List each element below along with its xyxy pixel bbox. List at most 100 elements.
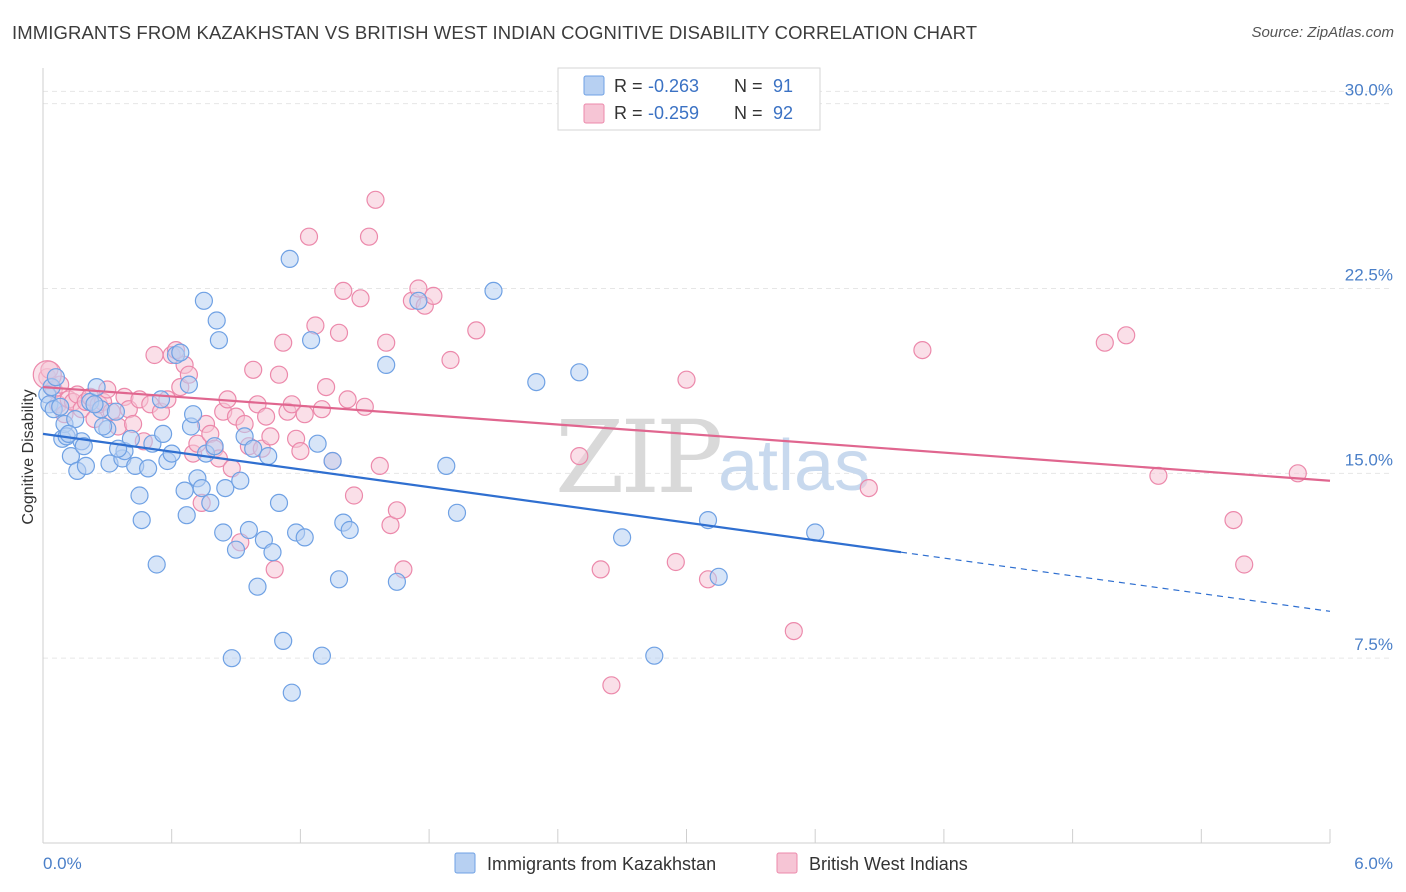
legend-n-label-blue: N =	[734, 76, 763, 96]
british-west-indians-point	[145, 345, 164, 365]
trend-line-kazakhstan-projection	[900, 551, 1331, 612]
kazakhstan-point	[248, 577, 267, 596]
kazakhstan-point	[231, 471, 250, 490]
kazakhstan-point	[175, 481, 194, 500]
british-west-indians-point	[441, 350, 460, 370]
british-west-indians-point	[355, 397, 374, 416]
british-west-indians-point	[269, 365, 289, 384]
kazakhstan-point	[329, 570, 349, 589]
series-legend: Immigrants from Kazakhstan British West …	[454, 852, 968, 874]
kazakhstan-point	[323, 451, 342, 471]
kazakhstan-point	[645, 646, 664, 665]
source-credit: Source: ZipAtlas.com	[1251, 24, 1394, 41]
kazakhstan-point	[207, 311, 226, 330]
legend-n-value-blue: 91	[773, 76, 793, 96]
x-axis-ticks	[42, 829, 1331, 843]
legend-swatch-blue	[583, 75, 605, 96]
legend-r-label-blue: R =	[614, 76, 643, 96]
trend-line-british-west-indians	[42, 385, 1331, 482]
british-west-indians-point	[265, 560, 284, 579]
kazakhstan-point	[121, 429, 140, 448]
kazakhstan-point	[132, 510, 151, 530]
correlation-legend: R = -0.263 N = 91 R = -0.259 N = 92	[557, 67, 821, 131]
kazakhstan-point	[76, 456, 96, 475]
kazakhstan-point	[254, 530, 273, 550]
y-axis-tick-labels: 7.5% 15.0% 22.5% 30.0%	[1345, 81, 1393, 655]
kazakhstan-point	[527, 373, 546, 392]
kazakhstan-point	[85, 395, 104, 414]
kazakhstan-point	[139, 459, 158, 478]
kazakhstan-point	[274, 631, 293, 651]
y-tick-label: 7.5%	[1354, 635, 1393, 654]
trend-line-kazakhstan	[42, 432, 902, 554]
legend-r-value-blue: -0.263	[648, 76, 699, 96]
chart-title: IMMIGRANTS FROM KAZAKHSTAN VS BRITISH WE…	[12, 22, 978, 43]
kazakhstan-point	[280, 249, 299, 268]
kazakhstan-point	[282, 683, 301, 702]
kazakhstan-point	[302, 331, 321, 350]
british-west-indians-point	[602, 676, 621, 695]
kazakhstan-point	[244, 439, 263, 458]
british-west-indians-point	[334, 281, 353, 300]
series-british-west-indians	[32, 190, 1307, 695]
y-tick-label: 30.0%	[1345, 81, 1393, 100]
legend-swatch-british-west-indians	[776, 852, 798, 874]
legend-label-kazakhstan: Immigrants from Kazakhstan	[487, 854, 716, 874]
kazakhstan-point	[263, 543, 282, 562]
kazakhstan-point	[74, 437, 93, 456]
british-west-indians-point	[274, 333, 293, 352]
british-west-indians-point	[329, 323, 349, 342]
legend-label-british-west-indians: British West Indians	[809, 854, 968, 874]
british-west-indians-point	[1235, 555, 1254, 574]
british-west-indians-point	[312, 400, 331, 419]
kazakhstan-point	[130, 486, 149, 505]
kazakhstan-point	[106, 402, 126, 421]
trend-lines	[42, 385, 1331, 612]
kazakhstan-point	[340, 520, 359, 540]
british-west-indians-point	[424, 286, 443, 305]
kazakhstan-point	[447, 503, 467, 522]
kazakhstan-point	[484, 281, 503, 300]
kazakhstan-point	[162, 444, 181, 463]
british-west-indians-point	[124, 414, 143, 434]
kazakhstan-point	[154, 424, 173, 443]
kazakhstan-point	[177, 506, 196, 525]
legend-swatch-pink	[583, 103, 605, 124]
kazakhstan-point	[194, 291, 213, 310]
kazakhstan-point	[409, 291, 428, 310]
british-west-indians-point	[859, 479, 878, 498]
kazakhstan-point	[570, 363, 589, 382]
british-west-indians-point	[1117, 326, 1136, 345]
british-west-indians-point	[677, 370, 696, 389]
kazakhstan-point	[226, 540, 246, 559]
kazakhstan-point	[205, 437, 224, 456]
kazakhstan-point	[151, 390, 171, 409]
british-west-indians-point	[570, 447, 589, 466]
british-west-indians-point	[257, 407, 276, 426]
kazakhstan-point	[147, 555, 166, 574]
british-west-indians-point	[387, 501, 406, 520]
kazakhstan-point	[239, 520, 258, 540]
british-west-indians-point	[317, 378, 336, 397]
x-tick-label-max: 6.0%	[1354, 854, 1393, 873]
kazakhstan-point	[259, 447, 278, 466]
kazakhstan-point	[87, 378, 106, 397]
kazakhstan-point	[59, 424, 78, 443]
kazakhstan-point	[612, 528, 632, 547]
kazakhstan-point	[295, 528, 314, 547]
kazakhstan-point	[377, 355, 396, 374]
british-west-indians-point	[370, 456, 389, 475]
british-west-indians-point	[366, 190, 385, 209]
kazakhstan-point	[201, 493, 220, 512]
kazakhstan-point	[51, 397, 70, 416]
legend-r-label-pink: R =	[614, 103, 643, 123]
british-west-indians-point	[1149, 466, 1168, 485]
watermark: ZIP atlas	[555, 399, 870, 516]
british-west-indians-point	[359, 227, 379, 246]
british-west-indians-point	[1095, 333, 1114, 352]
kazakhstan-point	[171, 343, 190, 362]
british-west-indians-point	[666, 552, 685, 572]
kazakhstan-point	[387, 572, 406, 591]
british-west-indians-point	[344, 486, 364, 505]
